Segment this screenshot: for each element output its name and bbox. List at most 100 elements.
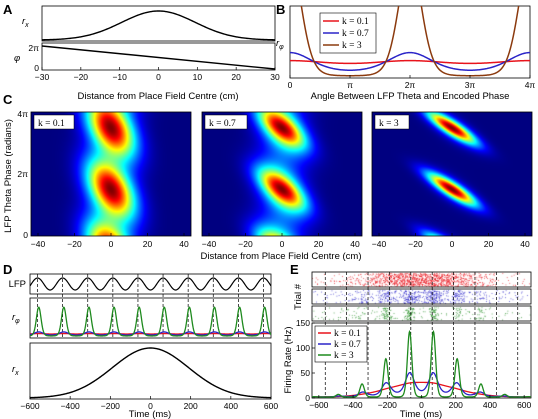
- panel-e-raster: [312, 272, 531, 321]
- panel-a-top-ylabel: rx: [22, 16, 29, 29]
- panel-c-ytick-4pi: 4π: [17, 109, 28, 119]
- panel-b-xticks: 0 π 2π 3π 4π: [288, 75, 536, 90]
- panel-c-ticklabel-1-1: −20: [238, 239, 253, 249]
- panel-a-ytick-0: 0: [34, 63, 39, 73]
- panel-b-xtick-ticklabel-4: 4π: [525, 80, 536, 90]
- panel-c-ticklabel-2-2: 0: [450, 239, 455, 249]
- panel-e-legend-k3: k = 3: [334, 351, 354, 361]
- panel-d-xtick-ticklabel-2: −200: [101, 401, 120, 411]
- panel-a-xtick-ticklabel-0: −30: [35, 72, 50, 82]
- panel-e-raster-frame-3: [311, 305, 532, 322]
- panel-d-rphi-ylabel: rφ: [12, 312, 20, 325]
- panel-b-xtick-ticklabel-3: 3π: [465, 80, 476, 90]
- panel-d-lfp-frame: [29, 273, 272, 295]
- panel-c-ticklabel-2-3: 20: [484, 239, 494, 249]
- panel-c-heatmap-2: [202, 112, 362, 236]
- panel-a-bottom-ylabel: φ: [14, 53, 20, 64]
- panel-d-xtick-ticklabel-4: 200: [184, 401, 198, 411]
- panel-d-lfp-trace: [30, 277, 271, 291]
- panel-e-raster-frame-2: [311, 288, 532, 305]
- panel-e-rate-series-0: [312, 381, 531, 398]
- panel-c-heatmap-3: [372, 112, 532, 236]
- panel-d-rphi-frame: [29, 297, 272, 339]
- panel-c-label-1: k = 0.1: [38, 119, 65, 129]
- panel-d-xtick-ticklabel-6: 600: [264, 401, 278, 411]
- panel-c-ticklabel-1-4: 40: [350, 239, 360, 249]
- panel-d-theta-peak-lines: [37, 274, 264, 338]
- panel-e-rate-series-1: [312, 372, 531, 398]
- panel-e-raster-frame-1: [311, 271, 532, 288]
- panel-d-xtick-ticklabel-0: −600: [20, 401, 39, 411]
- panel-b-xtick-ticklabel-1: π: [347, 80, 353, 90]
- panel-e-yticklabel-3: 150: [296, 318, 310, 328]
- panel-a: rx φ 2π 0 −30 −20 −10 0 10 20 30 Distance from…: [14, 5, 280, 102]
- panel-c-ticklabel-1-0: −40: [202, 239, 217, 249]
- panel-d-xtick-ticklabel-5: 400: [224, 401, 238, 411]
- panel-a-xlabel: Distance from Place Field Centre (cm): [77, 91, 238, 102]
- panel-e-yticklabel-1: 50: [301, 368, 311, 378]
- panel-d-rphi-series-2: [30, 306, 271, 337]
- panel-b: rφ 0 π 2π 3π 4π Angle Between LFP Theta and …: [276, 5, 536, 102]
- panel-e-ylabel: Firing Rate (Hz): [283, 326, 294, 393]
- panel-a-xtick-ticklabel-5: 20: [231, 72, 241, 82]
- panel-e-yticklabel-2: 100: [296, 343, 310, 353]
- panel-b-series-0: [290, 59, 530, 65]
- panel-label-e: E: [290, 262, 299, 277]
- panel-d-rphi-series: [30, 306, 271, 337]
- panel-e-xlabel: Time (ms): [400, 409, 442, 419]
- panel-d-rx-frame: [29, 342, 272, 400]
- panel-c-ticklabel-0-1: −20: [67, 239, 82, 249]
- panel-e-xtick-ticklabel-1: −400: [343, 400, 362, 410]
- panel-c-ticklabel-2-4: 40: [520, 239, 530, 249]
- panel-a-xtick-ticklabel-4: 10: [193, 72, 203, 82]
- panel-c: k = 0.1 k = 0.7 k = 3 4π 2π 0 LFP Theta …: [3, 109, 533, 262]
- panel-a-top-frame: [41, 5, 276, 42]
- panel-e-xtick-ticklabel-0: −600: [309, 400, 328, 410]
- panel-label-c: C: [3, 92, 13, 107]
- panel-a-xtick-ticklabel-6: 30: [270, 72, 280, 82]
- panel-b-legend-k01: k = 0.1: [342, 17, 369, 27]
- panel-c-heatmap-1: [31, 112, 191, 236]
- panel-b-xlabel: Angle Between LFP Theta and Encoded Phas…: [311, 91, 510, 102]
- panel-c-label-box-1: [33, 114, 75, 130]
- panel-c-ticklabel-2-0: −40: [372, 239, 387, 249]
- panel-c-xlabel: Distance from Place Field Centre (cm): [200, 251, 361, 262]
- panel-e-xtick-ticklabel-5: 400: [483, 400, 497, 410]
- panel-b-xtick-ticklabel-2: 2π: [405, 80, 416, 90]
- panel-e-xticks: −600 −400 −200 0 200 400 600: [309, 395, 532, 410]
- panel-e-legend-k01: k = 0.1: [334, 329, 361, 339]
- panel-c-ticklabel-0-2: 0: [109, 239, 114, 249]
- panel-d-rx-ylabel: rx: [12, 364, 19, 377]
- panel-c-xticks: −40 −20 0 20 40 −40 −20 0 20 40 −40 −20 0 20 40: [31, 233, 530, 249]
- panel-d: LFP rφ rx −600 −400 −200 0 200 400 600 Time (m…: [9, 273, 278, 419]
- panel-a-rx-curve: [42, 10, 275, 41]
- panel-b-series: [290, 6, 530, 77]
- panel-label-a: A: [3, 2, 13, 17]
- panel-c-ticklabel-1-3: 20: [314, 239, 324, 249]
- panel-c-ticklabel-0-3: 20: [143, 239, 153, 249]
- panel-a-xtick-ticklabel-1: −20: [74, 72, 89, 82]
- panel-c-ticklabel-1-2: 0: [280, 239, 285, 249]
- panel-a-xtick-ticklabel-3: 0: [156, 72, 161, 82]
- panel-b-series-1: [290, 51, 530, 71]
- panel-d-xtick-ticklabel-1: −400: [61, 401, 80, 411]
- panel-c-ylabel: LFP Theta Phase (radians): [3, 119, 14, 233]
- panel-c-ticklabel-0-4: 40: [179, 239, 189, 249]
- panel-c-ticklabel-0-0: −40: [31, 239, 46, 249]
- panel-e-yticks: 0 50 100 150: [296, 318, 315, 403]
- panel-c-label-box-3: [374, 114, 410, 130]
- panel-e-legend: k = 0.1 k = 0.7 k = 3: [314, 325, 368, 363]
- panel-label-b: B: [276, 2, 285, 17]
- panel-a-xticks: −30 −20 −10 0 10 20 30: [35, 67, 280, 82]
- panel-d-lfp-ylabel: LFP: [9, 279, 26, 290]
- panel-e-xtick-ticklabel-4: 200: [449, 400, 463, 410]
- panel-e-xtick-ticklabel-2: −200: [378, 400, 397, 410]
- panel-a-ytick-2pi: 2π: [28, 43, 39, 53]
- panel-d-xlabel: Time (ms): [129, 409, 171, 419]
- panel-label-d: D: [3, 262, 12, 277]
- panel-c-ytick-0: 0: [23, 230, 28, 240]
- panel-e-theta-peak-lines: [324, 272, 519, 398]
- panel-b-legend-k07: k = 0.7: [342, 29, 369, 39]
- panel-b-xtick-ticklabel-0: 0: [288, 80, 293, 90]
- panel-c-label-box-2: [204, 114, 248, 130]
